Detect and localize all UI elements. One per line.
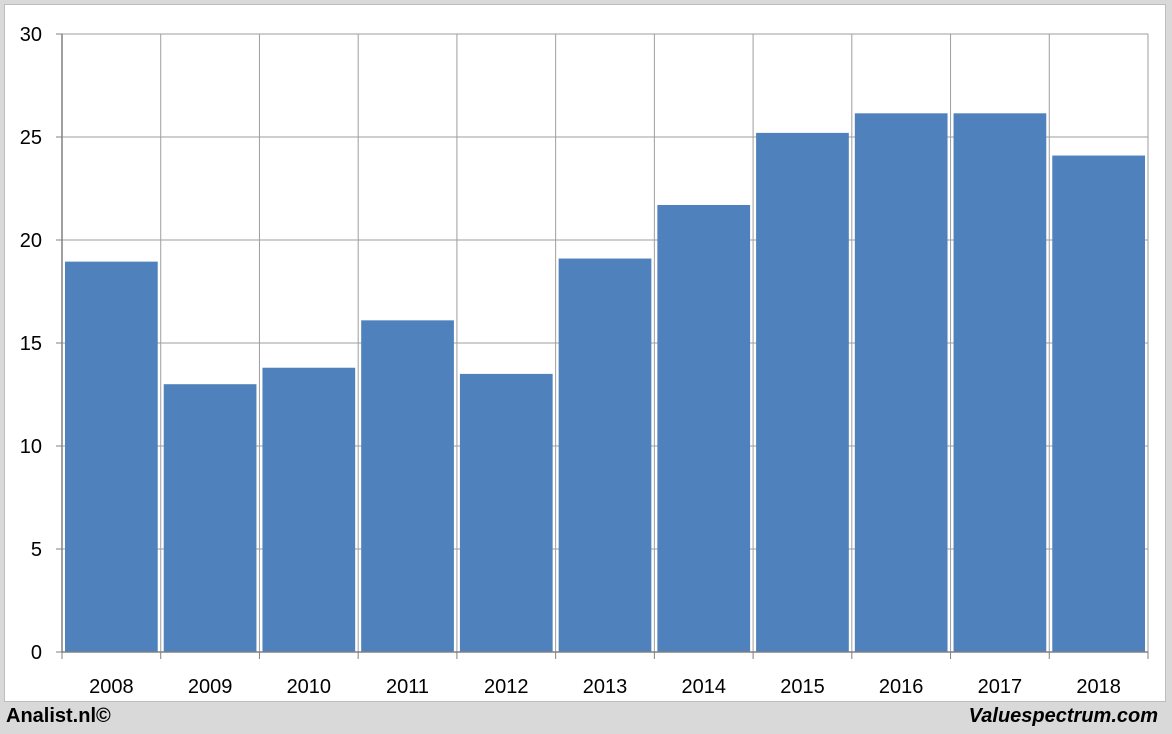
y-tick-label: 15 <box>20 333 42 355</box>
x-tick-label-2014: 2014 <box>681 676 726 698</box>
y-tick-label: 30 <box>20 24 42 46</box>
bar-2014 <box>657 204 751 653</box>
bar-2013 <box>558 258 652 652</box>
x-tick-label-2018: 2018 <box>1076 676 1121 698</box>
bar-2008 <box>65 261 158 652</box>
bar-2009 <box>163 384 257 652</box>
y-tick-label: 5 <box>31 539 42 561</box>
x-tick-label-2012: 2012 <box>484 676 529 698</box>
bar-2012 <box>459 373 553 652</box>
y-tick-label: 25 <box>20 127 42 149</box>
x-tick-label-2009: 2009 <box>188 676 233 698</box>
x-tick-label-2011: 2011 <box>386 676 429 698</box>
x-tick-label-2013: 2013 <box>583 676 628 698</box>
bar-2015 <box>756 132 849 652</box>
footer-left-credit: Analist.nl© <box>6 705 111 727</box>
y-tick-label: 0 <box>31 642 42 664</box>
footer-right-credit: Valuespectrum.com <box>968 705 1158 727</box>
x-tick-label-2008: 2008 <box>89 676 134 698</box>
bar-chart: 0 5 10 15 20 25 30 2008 2009 2010 2011 2012 2013 2014… <box>20 24 1149 698</box>
bar-2016 <box>854 113 948 652</box>
bar-2018 <box>1052 155 1145 653</box>
bar-2017 <box>953 113 1047 652</box>
x-tick-label-2010: 2010 <box>287 676 332 698</box>
bar-2011 <box>361 320 454 652</box>
bar-2010 <box>262 367 356 652</box>
x-tick-label-2017: 2017 <box>978 676 1023 698</box>
x-tick-label-2016: 2016 <box>879 676 924 698</box>
y-tick-label: 20 <box>20 230 42 252</box>
x-tick-label-2015: 2015 <box>780 676 825 698</box>
y-tick-label: 10 <box>20 436 42 458</box>
